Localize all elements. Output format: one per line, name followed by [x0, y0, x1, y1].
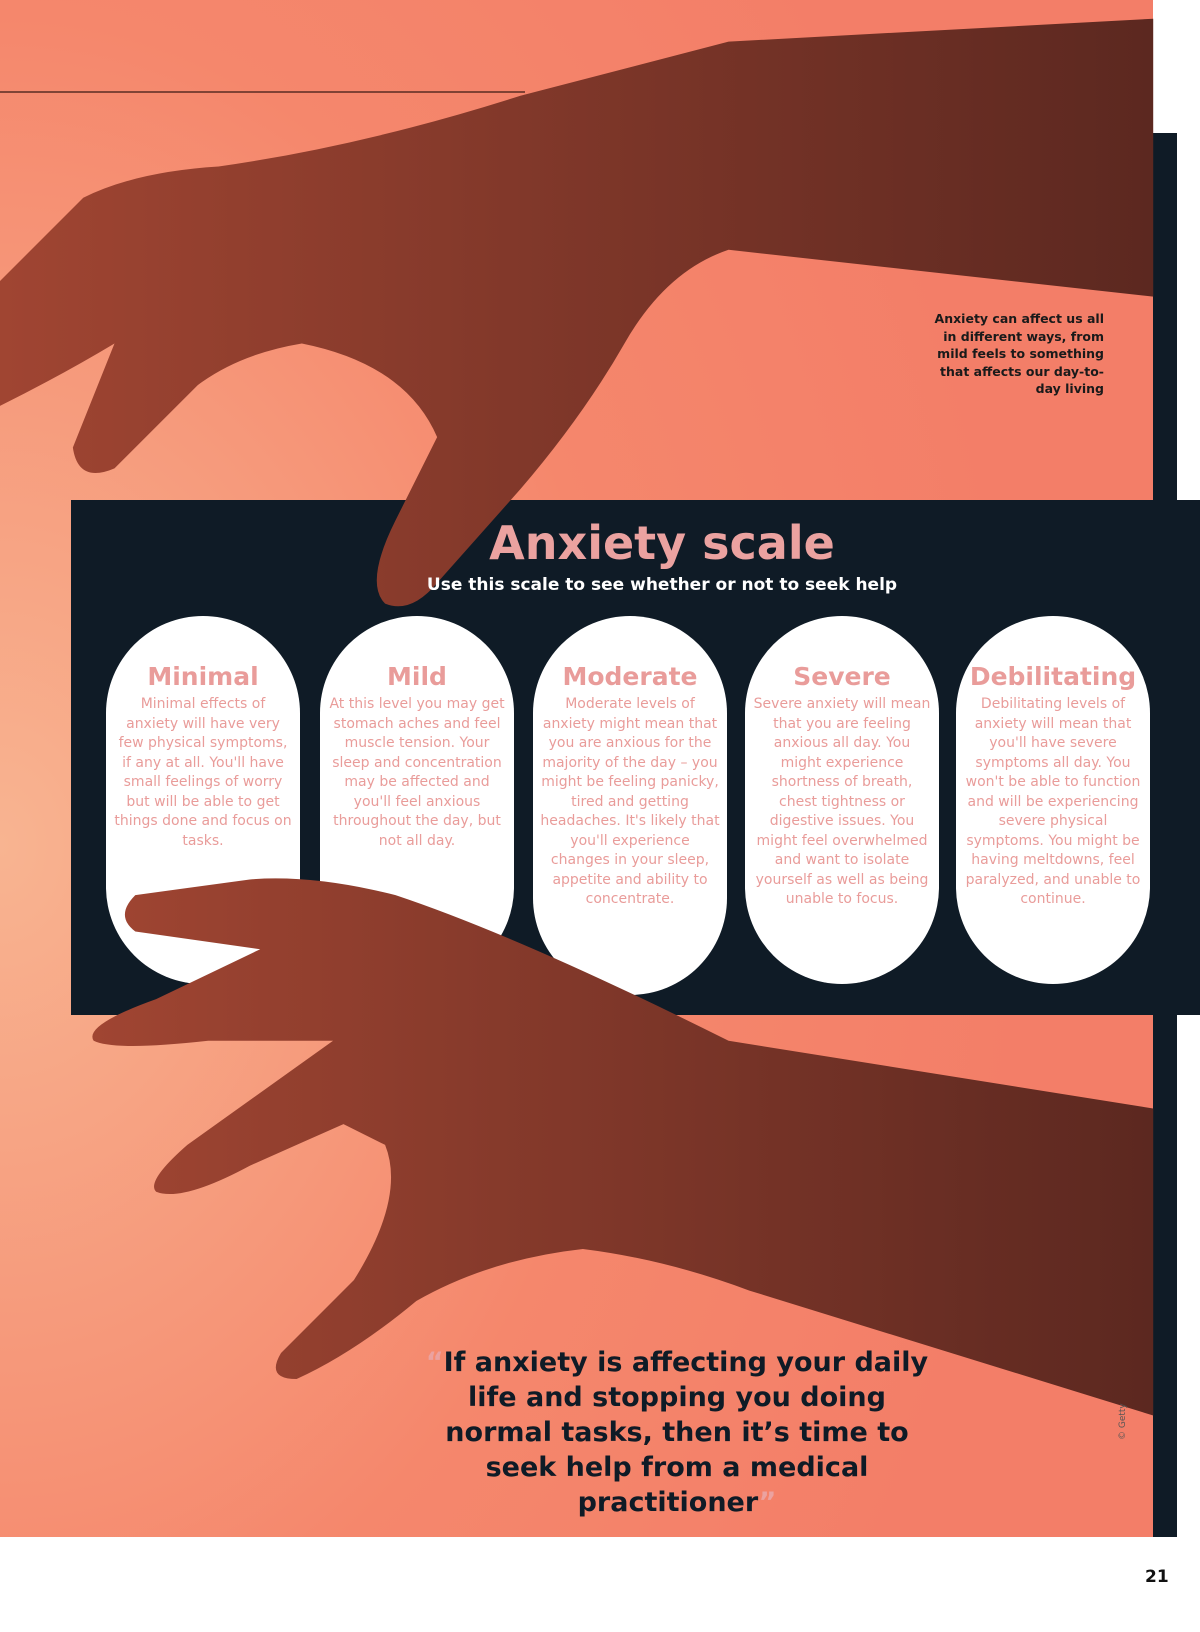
pill — [745, 616, 939, 984]
level-name: Moderate — [562, 662, 698, 691]
level-text: Moderate levels of anxiety might mean th… — [540, 696, 720, 907]
top-hand — [0, 18, 1154, 607]
pull-quote: “If anxiety is affecting your daily life… — [417, 1345, 937, 1520]
level: Debilitating Debilitating levels of anxie… — [963, 662, 1143, 910]
level: Mild At this level you may get stomach ac… — [327, 662, 507, 851]
scale-subtitle: Use this scale to see whether or not to … — [426, 575, 898, 595]
quote-open: “ — [425, 1347, 444, 1378]
level-text: Debilitating levels of anxiety will mean… — [965, 696, 1141, 907]
level-name: Mild — [387, 662, 447, 691]
level: Minimal Minimal effects of anxiety will h… — [113, 662, 293, 851]
level-text: At this level you may get stomach aches … — [329, 696, 505, 849]
level-name: Severe — [793, 662, 891, 691]
pill — [533, 616, 727, 995]
intro: Anxiety can affect us all in different w… — [934, 311, 1104, 396]
level-text: Minimal effects of anxiety will have ver… — [114, 696, 292, 849]
quote-text: If anxiety is affecting your daily life … — [443, 1347, 929, 1518]
level: Moderate Moderate levels of anxiety might… — [540, 662, 720, 910]
level: Severe Severe anxiety will mean that you … — [752, 662, 932, 910]
quote-close: ” — [758, 1487, 777, 1518]
level-name: Minimal — [147, 662, 259, 691]
pill — [956, 616, 1150, 984]
page-number: 21 — [1145, 1567, 1169, 1587]
bottom-hand — [92, 878, 1154, 1416]
scale-title: Anxiety scale — [489, 516, 835, 570]
level-name: Debilitating — [969, 662, 1137, 691]
level-text: Severe anxiety will mean that you are fe… — [753, 696, 931, 907]
photo-credit: © Getty — [1118, 1403, 1128, 1440]
